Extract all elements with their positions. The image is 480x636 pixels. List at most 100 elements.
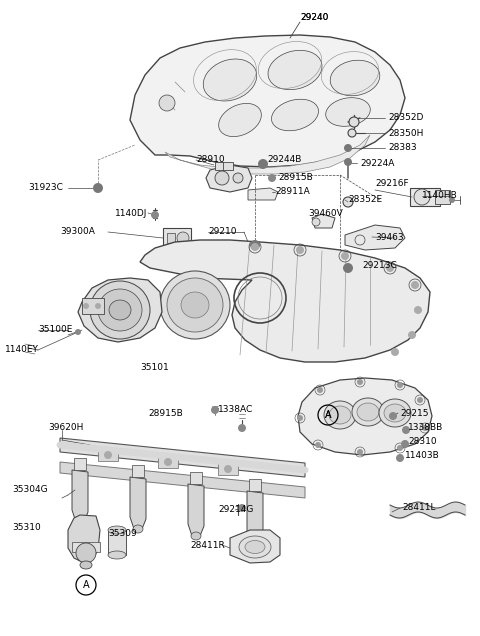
Ellipse shape: [108, 526, 126, 534]
Ellipse shape: [219, 104, 261, 137]
Circle shape: [341, 252, 349, 260]
Text: A: A: [83, 580, 89, 590]
Ellipse shape: [330, 60, 380, 96]
Ellipse shape: [80, 561, 92, 569]
Bar: [167, 233, 175, 243]
Circle shape: [297, 415, 303, 421]
Text: A: A: [325, 410, 331, 420]
Polygon shape: [248, 188, 278, 200]
Text: 29240: 29240: [300, 13, 328, 22]
Circle shape: [408, 331, 416, 339]
Polygon shape: [72, 470, 88, 522]
Polygon shape: [312, 214, 335, 228]
Polygon shape: [206, 165, 252, 192]
Circle shape: [250, 240, 260, 250]
Circle shape: [414, 306, 422, 314]
Circle shape: [224, 465, 232, 473]
Text: 28915B: 28915B: [148, 408, 183, 417]
Ellipse shape: [326, 98, 370, 127]
Polygon shape: [165, 135, 370, 174]
Text: 35309: 35309: [108, 530, 137, 539]
Text: 28911A: 28911A: [275, 188, 310, 197]
Bar: [74, 458, 86, 470]
Text: 1140HB: 1140HB: [422, 191, 458, 200]
Text: 31923C: 31923C: [28, 184, 63, 193]
Circle shape: [238, 504, 246, 512]
Circle shape: [75, 329, 81, 335]
Text: 28352D: 28352D: [388, 113, 423, 123]
Circle shape: [348, 129, 356, 137]
Ellipse shape: [98, 289, 142, 331]
Polygon shape: [188, 484, 204, 536]
Text: 28411L: 28411L: [402, 504, 435, 513]
Ellipse shape: [379, 399, 411, 427]
Bar: [132, 465, 144, 477]
Circle shape: [83, 303, 89, 309]
Text: 28383: 28383: [388, 144, 417, 153]
Ellipse shape: [268, 50, 322, 90]
Text: 28350H: 28350H: [388, 128, 423, 137]
Circle shape: [449, 197, 455, 203]
Circle shape: [396, 454, 404, 462]
Ellipse shape: [181, 292, 209, 318]
Ellipse shape: [133, 525, 143, 533]
Ellipse shape: [160, 271, 230, 339]
Bar: [215, 162, 233, 170]
Text: 1140DJ: 1140DJ: [115, 209, 147, 218]
Circle shape: [312, 218, 320, 226]
Circle shape: [422, 425, 428, 431]
Ellipse shape: [191, 532, 201, 540]
Text: 29214G: 29214G: [218, 506, 253, 515]
Text: 35100E: 35100E: [38, 326, 72, 335]
Bar: [158, 456, 178, 468]
Polygon shape: [230, 530, 280, 563]
Circle shape: [343, 263, 353, 273]
Circle shape: [315, 442, 321, 448]
Text: 29240: 29240: [300, 13, 328, 22]
Text: 29224A: 29224A: [360, 158, 395, 167]
Text: 28352E: 28352E: [348, 195, 382, 205]
Ellipse shape: [203, 59, 257, 101]
Text: 1140EY: 1140EY: [5, 345, 39, 354]
Text: 39300A: 39300A: [60, 228, 95, 237]
Circle shape: [357, 379, 363, 385]
Bar: [98, 449, 118, 461]
Circle shape: [159, 95, 175, 111]
Polygon shape: [140, 240, 430, 362]
Circle shape: [344, 144, 352, 152]
Text: 29244B: 29244B: [267, 155, 301, 165]
Circle shape: [349, 117, 359, 127]
Circle shape: [211, 406, 219, 414]
Circle shape: [414, 189, 430, 205]
Ellipse shape: [109, 300, 131, 320]
Text: 39463: 39463: [375, 233, 404, 242]
Bar: [435, 190, 450, 204]
Circle shape: [177, 232, 189, 244]
Ellipse shape: [250, 539, 260, 547]
Circle shape: [397, 445, 403, 451]
Text: 28910: 28910: [196, 155, 225, 165]
Circle shape: [317, 387, 323, 393]
Text: 35304G: 35304G: [12, 485, 48, 495]
Bar: [249, 479, 261, 491]
Ellipse shape: [90, 281, 150, 339]
Circle shape: [215, 171, 229, 185]
Ellipse shape: [329, 406, 351, 424]
Circle shape: [258, 159, 268, 169]
Text: 35101: 35101: [140, 363, 169, 371]
Text: 1338BB: 1338BB: [408, 422, 443, 431]
Circle shape: [95, 303, 101, 309]
Polygon shape: [60, 438, 305, 477]
Text: 39620H: 39620H: [48, 422, 84, 431]
Polygon shape: [130, 35, 405, 167]
Circle shape: [411, 281, 419, 289]
Circle shape: [401, 440, 409, 448]
Bar: [82, 298, 104, 314]
Circle shape: [238, 424, 246, 432]
Text: 29210: 29210: [208, 228, 237, 237]
Bar: [108, 530, 126, 555]
Circle shape: [151, 211, 159, 219]
Text: 29213C: 29213C: [362, 261, 397, 270]
Circle shape: [389, 412, 397, 420]
Circle shape: [357, 449, 363, 455]
